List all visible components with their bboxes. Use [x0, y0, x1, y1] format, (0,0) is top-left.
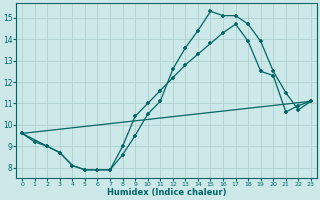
X-axis label: Humidex (Indice chaleur): Humidex (Indice chaleur): [107, 188, 226, 197]
